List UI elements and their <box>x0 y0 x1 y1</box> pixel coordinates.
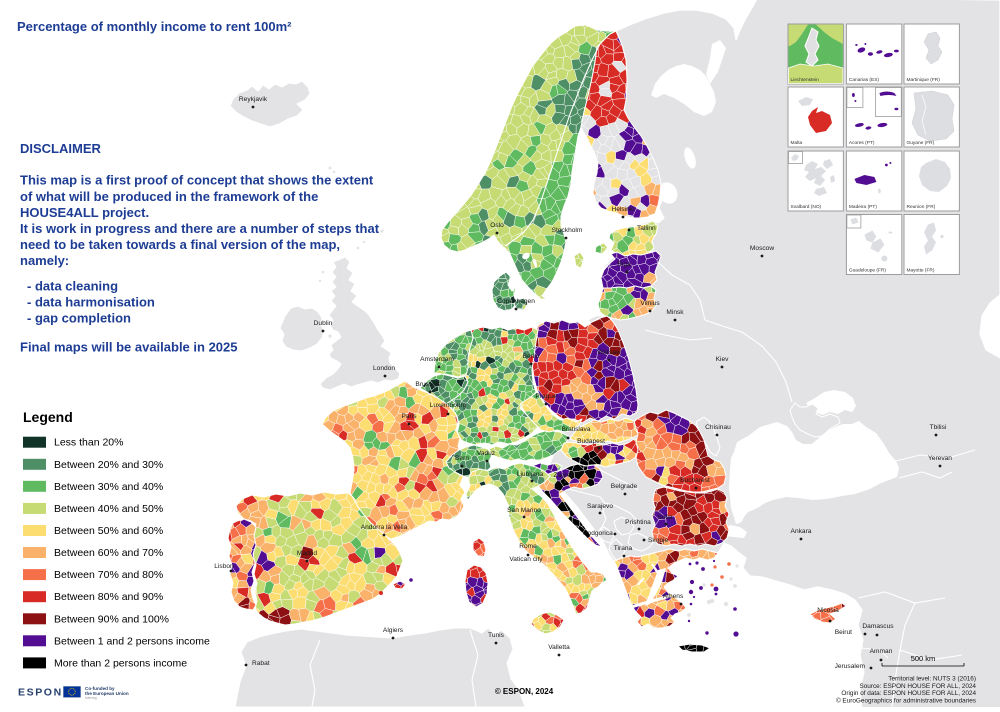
svg-text:HOUSE4ALL project.: HOUSE4ALL project. <box>20 205 149 220</box>
svg-text:Bucharest: Bucharest <box>680 477 710 484</box>
svg-text:Rabat: Rabat <box>252 660 270 667</box>
svg-text:Legend: Legend <box>23 409 73 425</box>
svg-text:Belgrade: Belgrade <box>611 483 638 490</box>
svg-text:Madeira (PT): Madeira (PT) <box>849 204 877 210</box>
svg-text:Ankara: Ankara <box>791 528 812 535</box>
svg-text:Rome: Rome <box>519 543 537 550</box>
svg-text:Kiev: Kiev <box>716 356 730 363</box>
svg-text:Helsinki: Helsinki <box>611 206 635 213</box>
svg-text:Podgorica: Podgorica <box>583 530 613 537</box>
svg-text:Bratislava: Bratislava <box>562 426 591 433</box>
svg-text:Sofia: Sofia <box>657 514 672 521</box>
svg-text:Liechtenstein: Liechtenstein <box>791 77 820 83</box>
svg-text:Co-funded by: Co-funded by <box>85 686 115 691</box>
svg-text:Between 80% and 90%: Between 80% and 90% <box>54 591 163 603</box>
svg-text:Chisinau: Chisinau <box>705 424 731 431</box>
svg-text:It is work in progress and the: It is work in progress and there are a n… <box>20 221 380 236</box>
svg-text:- data cleaning: - data cleaning <box>27 278 118 293</box>
svg-text:© EuroGeographics for administ: © EuroGeographics for administrative bou… <box>836 696 976 704</box>
svg-text:Malta: Malta <box>791 140 803 146</box>
svg-text:Between 40% and 50%: Between 40% and 50% <box>54 503 163 515</box>
svg-text:Skopje: Skopje <box>648 537 668 544</box>
svg-text:Final maps will be available i: Final maps will be available in 2025 <box>20 340 237 355</box>
svg-text:Tirana: Tirana <box>614 545 633 552</box>
svg-text:Less than 20%: Less than 20% <box>54 437 123 449</box>
svg-text:Canarias (ES): Canarias (ES) <box>849 77 880 83</box>
svg-text:Between 50% and 60%: Between 50% and 60% <box>54 525 163 537</box>
svg-text:Vaduz: Vaduz <box>477 450 495 457</box>
svg-text:Minsk: Minsk <box>666 309 684 316</box>
svg-text:Guadeloupe (FR): Guadeloupe (FR) <box>849 268 886 274</box>
svg-text:Vilnius: Vilnius <box>640 300 660 307</box>
svg-text:Riga: Riga <box>617 261 631 268</box>
svg-text:Guyane (FR): Guyane (FR) <box>907 140 935 146</box>
svg-text:Amsterdam: Amsterdam <box>420 356 454 363</box>
svg-text:Svalbard (NO): Svalbard (NO) <box>791 204 822 210</box>
svg-text:Warsaw: Warsaw <box>597 349 621 356</box>
svg-text:namely:: namely: <box>20 253 69 268</box>
svg-text:Beirut: Beirut <box>835 629 852 636</box>
svg-text:Lisbon: Lisbon <box>214 563 234 570</box>
svg-text:Vatican city: Vatican city <box>509 556 543 563</box>
svg-text:Algiers: Algiers <box>383 627 404 634</box>
svg-text:Zagreb: Zagreb <box>554 472 575 479</box>
svg-text:Dublin: Dublin <box>314 320 333 327</box>
svg-text:Between 70% and 80%: Between 70% and 80% <box>54 569 163 581</box>
svg-text:Oslo: Oslo <box>490 222 504 229</box>
svg-text:Source: ESPON HOUSE FOR ALL, 2: Source: ESPON HOUSE FOR ALL, 2024 <box>859 683 976 690</box>
svg-text:Nicosia: Nicosia <box>817 607 839 614</box>
svg-text:Amman: Amman <box>870 648 893 655</box>
svg-text:© ESPON, 2024: © ESPON, 2024 <box>495 687 554 696</box>
svg-text:- data harmonisation: - data harmonisation <box>27 295 155 310</box>
svg-text:Bern: Bern <box>455 455 469 462</box>
svg-text:Luxembourg: Luxembourg <box>430 402 467 409</box>
svg-text:Athens: Athens <box>663 593 684 600</box>
svg-text:Andorra la Vella: Andorra la Vella <box>361 524 408 531</box>
svg-text:500 km: 500 km <box>911 654 936 663</box>
svg-text:London: London <box>373 365 395 372</box>
svg-text:need to be taken towards a fin: need to be taken towards a final version… <box>20 237 340 252</box>
svg-text:Between 60% and 70%: Between 60% and 70% <box>54 547 163 559</box>
svg-text:Tbilisi: Tbilisi <box>930 424 947 431</box>
svg-text:of what will be produced in th: of what will be produced in the framewor… <box>20 189 318 204</box>
svg-text:Between 30% and 40%: Between 30% and 40% <box>54 481 163 493</box>
svg-text:Budapest: Budapest <box>577 438 605 445</box>
svg-text:Reykjavik: Reykjavik <box>239 96 268 103</box>
svg-text:DISCLAIMER: DISCLAIMER <box>20 141 102 156</box>
svg-text:Jerusalem: Jerusalem <box>835 663 866 670</box>
svg-text:Martinique (FR): Martinique (FR) <box>907 77 941 83</box>
svg-text:Sarajevo: Sarajevo <box>587 503 613 510</box>
svg-text:Berlin: Berlin <box>523 353 540 360</box>
svg-text:- gap completion: - gap completion <box>27 311 131 326</box>
svg-text:Valletta: Valletta <box>548 644 570 651</box>
svg-text:Interreg: Interreg <box>85 696 97 700</box>
svg-text:ESPON: ESPON <box>18 687 63 699</box>
svg-text:Mayotte (FR): Mayotte (FR) <box>907 268 935 274</box>
svg-text:Ljubljana: Ljubljana <box>517 471 544 478</box>
svg-text:Reunion (FR): Reunion (FR) <box>907 204 936 210</box>
svg-text:Madrid: Madrid <box>297 550 317 557</box>
svg-text:Tunis: Tunis <box>488 632 505 639</box>
svg-text:Stockholm: Stockholm <box>552 227 583 234</box>
svg-text:Between 20% and 30%: Between 20% and 30% <box>54 459 163 471</box>
svg-text:More than 2 persons income: More than 2 persons income <box>54 657 187 669</box>
svg-text:This map is a first proof of c: This map is a first proof of concept tha… <box>20 173 374 188</box>
svg-text:Paris: Paris <box>401 413 417 420</box>
svg-text:Prague: Prague <box>535 393 557 400</box>
svg-text:Between 1 and 2 persons income: Between 1 and 2 persons income <box>54 635 210 647</box>
svg-text:Territorial level: NUTS 3 (201: Territorial level: NUTS 3 (2016) <box>888 676 976 683</box>
svg-text:Tallinn: Tallinn <box>637 225 656 232</box>
svg-text:Brussels: Brussels <box>415 381 441 388</box>
svg-text:Damascus: Damascus <box>862 623 894 630</box>
svg-text:Moscow: Moscow <box>750 245 774 252</box>
svg-text:Percentage of monthly income t: Percentage of monthly income to rent 100… <box>17 19 292 34</box>
svg-text:Between 90% and 100%: Between 90% and 100% <box>54 613 169 625</box>
svg-text:Acores (PT): Acores (PT) <box>849 140 875 146</box>
svg-text:San Marino: San Marino <box>507 507 541 514</box>
svg-text:Yerevan: Yerevan <box>928 455 952 462</box>
svg-text:the European Union: the European Union <box>85 691 129 696</box>
svg-text:Copenhagen: Copenhagen <box>497 298 535 305</box>
svg-text:Prishtina: Prishtina <box>625 519 651 526</box>
svg-text:Origin of data: ESPON HOUSE FO: Origin of data: ESPON HOUSE FOR ALL, 202… <box>841 690 976 697</box>
